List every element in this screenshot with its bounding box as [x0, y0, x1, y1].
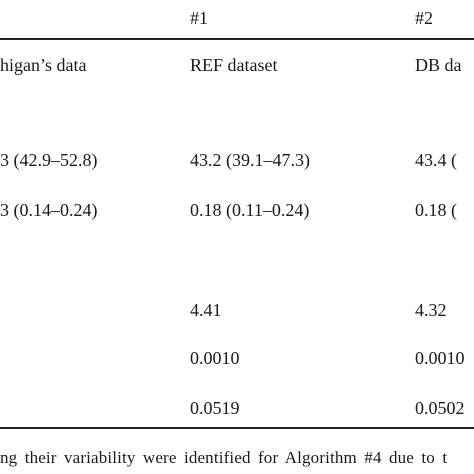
- table-cell: 0.18 (: [415, 200, 457, 220]
- table-cell: 4.41: [190, 300, 222, 320]
- table-cell: 43.4 (: [415, 150, 457, 170]
- table-cell: 0.0519: [190, 398, 240, 418]
- top-rule: [0, 38, 474, 40]
- table-cell: higan’s data: [0, 55, 87, 75]
- column-header: #2: [415, 8, 433, 28]
- table-cell: 3 (0.14–0.24): [0, 200, 98, 220]
- table-cell: 3 (42.9–52.8): [0, 150, 98, 170]
- bottom-rule: [0, 427, 474, 429]
- column-header: #1: [190, 8, 208, 28]
- table-cell: DB da: [415, 55, 462, 75]
- table-cell: 0.0010: [415, 348, 465, 368]
- footnote: ng their variability were identified for…: [0, 448, 448, 467]
- table-cell: 43.2 (39.1–47.3): [190, 150, 310, 170]
- table-cell: 0.18 (0.11–0.24): [190, 200, 310, 220]
- table-cell: 0.0502: [415, 398, 465, 418]
- table-cell: REF dataset: [190, 55, 278, 75]
- table-cell: 0.0010: [190, 348, 240, 368]
- table-cell: 4.32: [415, 300, 447, 320]
